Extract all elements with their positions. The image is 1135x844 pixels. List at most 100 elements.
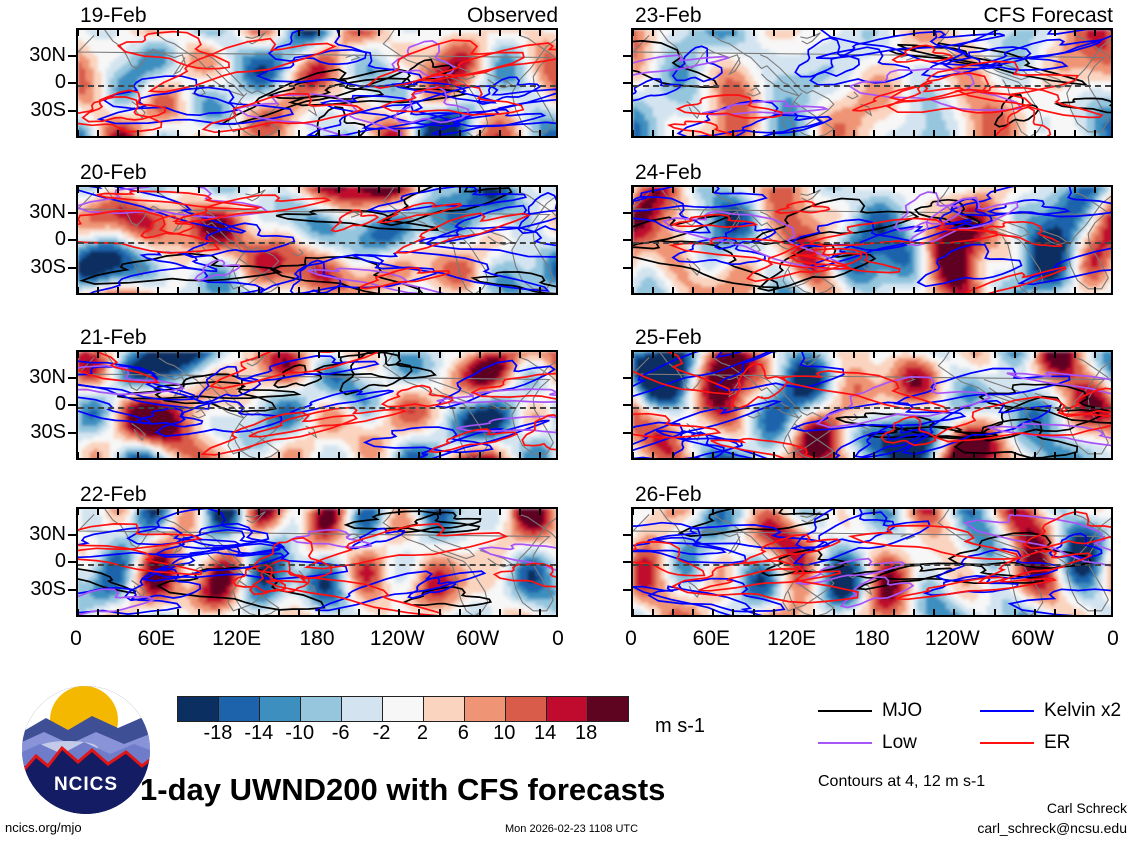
axis-tick: [852, 287, 855, 293]
axis-tick: [973, 30, 976, 36]
axis-tick: [378, 187, 381, 193]
axis-tick: [1053, 130, 1056, 136]
contour-kelvin-x2: [633, 30, 1111, 136]
axis-tick: [973, 130, 976, 136]
axis-tick: [873, 509, 875, 515]
y-axis-tick: [623, 376, 631, 379]
axis-tick: [257, 509, 260, 515]
axis-tick: [137, 130, 140, 136]
map-panel-23-feb[interactable]: [631, 28, 1113, 138]
axis-tick: [338, 30, 341, 36]
axis-tick: [498, 130, 501, 136]
map-panel-25-feb[interactable]: [631, 350, 1113, 460]
axis-tick: [933, 187, 936, 193]
site-link[interactable]: ncics.org/mjo: [5, 820, 82, 835]
axis-tick: [772, 287, 775, 293]
axis-tick: [277, 352, 280, 358]
axis-tick: [237, 287, 240, 293]
axis-tick: [217, 452, 220, 458]
axis-tick: [197, 187, 200, 193]
axis-tick: [518, 287, 521, 293]
axis-tick: [78, 452, 79, 458]
contour-low: [794, 514, 1111, 609]
axis-tick: [812, 352, 815, 358]
axis-tick: [438, 509, 441, 515]
axis-tick: [117, 287, 120, 293]
y-axis-tick: [623, 239, 631, 241]
axis-tick: [458, 352, 461, 358]
axis-tick: [812, 30, 815, 36]
x-axis-label: 120W: [925, 627, 980, 651]
axis-tick: [893, 287, 896, 293]
axis-tick: [893, 452, 896, 458]
axis-tick: [913, 287, 916, 293]
axis-tick: [358, 452, 361, 458]
axis-tick: [478, 509, 481, 515]
axis-tick: [1013, 130, 1016, 136]
map-panel-22-feb[interactable]: [76, 507, 558, 617]
map-panel-19-feb[interactable]: [76, 28, 558, 138]
map-panel-26-feb[interactable]: [631, 507, 1113, 617]
axis-tick: [832, 452, 835, 458]
axis-tick: [478, 609, 481, 615]
y-axis-label: 30N: [0, 523, 66, 546]
legend-label: MJO: [882, 700, 922, 722]
y-axis-tick: [623, 431, 631, 434]
map-panel-21-feb[interactable]: [76, 350, 558, 460]
axis-tick: [398, 187, 401, 193]
axis-tick: [1093, 609, 1096, 615]
y-axis-tick: [623, 54, 631, 57]
map-panel-20-feb[interactable]: [76, 185, 558, 295]
axis-tick: [1073, 287, 1076, 293]
axis-tick: [712, 452, 715, 458]
axis-tick: [993, 452, 996, 458]
colorbar-units-label: m s-1: [655, 715, 705, 738]
axis-tick: [913, 30, 916, 36]
x-axis-label: 0: [552, 627, 564, 651]
axis-tick: [993, 130, 996, 136]
axis-tick: [257, 609, 260, 615]
axis-tick: [792, 352, 795, 358]
axis-tick: [338, 452, 341, 458]
axis-tick: [712, 30, 715, 36]
legend-swatch-er: [980, 742, 1034, 744]
x-axis-label: 0: [1107, 627, 1119, 651]
axis-tick: [792, 287, 795, 293]
axis-tick: [993, 352, 996, 358]
axis-tick: [652, 609, 655, 615]
map-panel-24-feb[interactable]: [631, 185, 1113, 295]
axis-tick: [217, 352, 220, 358]
panel-date-label: 24-Feb: [635, 161, 702, 185]
axis-tick: [652, 287, 655, 293]
axis-tick: [277, 30, 280, 36]
y-axis-tick: [623, 404, 631, 406]
axis-tick: [458, 30, 461, 36]
axis-tick: [398, 30, 401, 36]
axis-tick: [1033, 609, 1036, 615]
panel-date-label: 20-Feb: [80, 161, 147, 185]
x-axis-label: 0: [70, 627, 82, 651]
y-axis-tick: [68, 82, 76, 84]
axis-tick: [933, 30, 936, 36]
axis-tick: [297, 609, 300, 615]
axis-tick: [157, 352, 160, 358]
axis-tick: [538, 352, 541, 358]
axis-tick: [318, 609, 320, 615]
legend-label: Kelvin x2: [1044, 700, 1121, 722]
axis-tick: [277, 609, 280, 615]
axis-tick: [538, 509, 541, 515]
axis-tick: [692, 130, 695, 136]
axis-tick: [692, 452, 695, 458]
axis-tick: [117, 352, 120, 358]
axis-tick: [1093, 187, 1096, 193]
colorbar-swatch: [342, 697, 383, 721]
axis-tick: [1013, 452, 1016, 458]
axis-tick: [177, 609, 180, 615]
contour-er: [633, 510, 1111, 604]
axis-tick: [177, 30, 180, 36]
axis-tick: [1073, 609, 1076, 615]
axis-tick: [237, 352, 240, 358]
axis-tick: [812, 287, 815, 293]
axis-tick: [518, 130, 521, 136]
y-axis-tick: [68, 109, 76, 112]
